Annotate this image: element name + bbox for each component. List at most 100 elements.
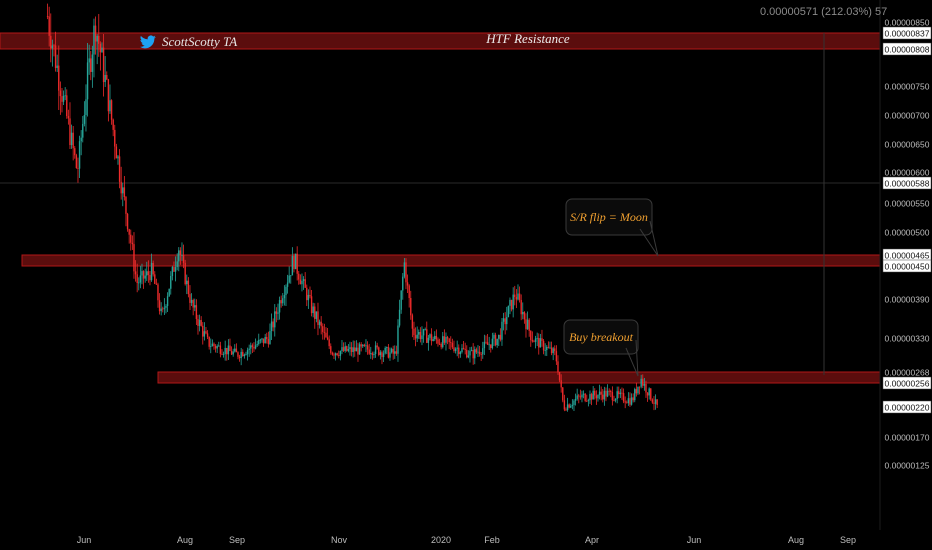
candle-body xyxy=(155,283,158,285)
candle-body xyxy=(264,336,266,344)
candle-body xyxy=(74,148,76,156)
candle-body xyxy=(269,330,271,345)
candle-body xyxy=(512,294,514,310)
candle-body xyxy=(107,79,110,112)
x-tick-label: Jun xyxy=(687,535,702,545)
candle-body xyxy=(571,404,574,406)
candle-body xyxy=(370,353,372,354)
candle-body xyxy=(509,299,511,306)
candle-body xyxy=(354,347,356,352)
candle-body xyxy=(272,321,274,328)
candle-body xyxy=(91,54,94,72)
candle-body xyxy=(374,345,377,355)
candle-body xyxy=(139,275,142,283)
y-tick-label: 0.00000500 xyxy=(885,228,930,238)
candle-body xyxy=(373,354,375,356)
y-tick-label: 0.00000837 xyxy=(885,29,930,39)
candle-body xyxy=(482,348,484,355)
candle-body xyxy=(82,123,84,138)
candle-body xyxy=(141,271,143,276)
candle-body xyxy=(368,349,370,354)
candle-body xyxy=(336,353,338,356)
candle-body xyxy=(650,388,652,400)
candle-body xyxy=(154,274,156,284)
candle-body xyxy=(176,261,178,268)
candle-body xyxy=(114,129,116,147)
candle-body xyxy=(616,391,618,399)
candle-body xyxy=(325,332,327,338)
price-readout: 0.00000571 (212.03%) 57 xyxy=(760,6,888,18)
candle-body xyxy=(637,386,639,394)
candle-body xyxy=(474,349,476,359)
candle-body xyxy=(234,348,236,352)
zone-label: HTF Resistance xyxy=(485,31,570,46)
y-tick-label: 0.00000125 xyxy=(885,461,930,471)
candle-body xyxy=(285,286,287,296)
candle-body xyxy=(502,318,505,322)
candle-body xyxy=(618,391,620,395)
candle-body xyxy=(586,400,588,402)
candle-body xyxy=(445,337,447,343)
candle-body xyxy=(320,321,322,327)
candle-body xyxy=(424,329,426,331)
candle-body xyxy=(422,329,425,336)
candle-body xyxy=(318,321,321,325)
candle-body xyxy=(306,287,308,301)
candle-body xyxy=(152,262,154,275)
y-tick-label: 0.00000390 xyxy=(885,295,930,305)
candle-body xyxy=(291,256,294,276)
candle-body xyxy=(142,271,145,279)
candle-body xyxy=(258,339,260,345)
candle-body xyxy=(450,342,452,343)
candle-body xyxy=(478,351,481,355)
callout-box xyxy=(565,198,653,236)
candle-body xyxy=(146,271,148,276)
candle-body xyxy=(200,320,202,326)
candle-body xyxy=(499,334,502,340)
candle-body xyxy=(261,338,263,340)
candle-body xyxy=(595,395,598,399)
candle-body xyxy=(184,262,186,285)
candle-body xyxy=(446,337,449,339)
y-tick-label: 0.00000650 xyxy=(885,140,930,150)
candle-body xyxy=(67,116,70,119)
candle-body xyxy=(485,341,487,343)
candle-body xyxy=(51,45,54,49)
candle-body xyxy=(453,347,455,351)
candle-body xyxy=(218,345,220,347)
zone-band xyxy=(157,371,881,384)
candle-body xyxy=(170,275,172,289)
candle-body xyxy=(438,343,441,345)
candle-body xyxy=(366,345,369,350)
candle-body xyxy=(541,338,543,341)
twitter-bird-icon xyxy=(140,35,156,49)
candle-body xyxy=(352,347,354,352)
x-tick-label: Jun xyxy=(77,535,92,545)
candle-body xyxy=(413,328,415,336)
candle-body xyxy=(326,337,329,340)
candle-body xyxy=(624,401,626,403)
candle-body xyxy=(613,400,615,402)
y-tick-label: 0.00000256 xyxy=(885,379,930,389)
candle-body xyxy=(126,213,129,230)
candle-body xyxy=(77,168,79,169)
candle-body xyxy=(187,280,190,295)
x-tick-label: Nov xyxy=(331,535,348,545)
candle-body xyxy=(611,392,614,401)
candle-body xyxy=(610,390,612,393)
candle-body xyxy=(46,16,49,17)
candle-body xyxy=(507,305,510,318)
candle-body xyxy=(301,280,303,285)
candle-body xyxy=(123,187,126,198)
candle-body xyxy=(651,399,654,403)
candle-body xyxy=(365,345,367,347)
candle-body xyxy=(130,234,132,243)
candle-body xyxy=(237,352,239,357)
candle-body xyxy=(307,294,310,301)
candle-body xyxy=(429,334,431,338)
candle-body xyxy=(590,394,593,400)
y-tick-label: 0.00000450 xyxy=(885,262,930,272)
candle-body xyxy=(179,250,182,256)
